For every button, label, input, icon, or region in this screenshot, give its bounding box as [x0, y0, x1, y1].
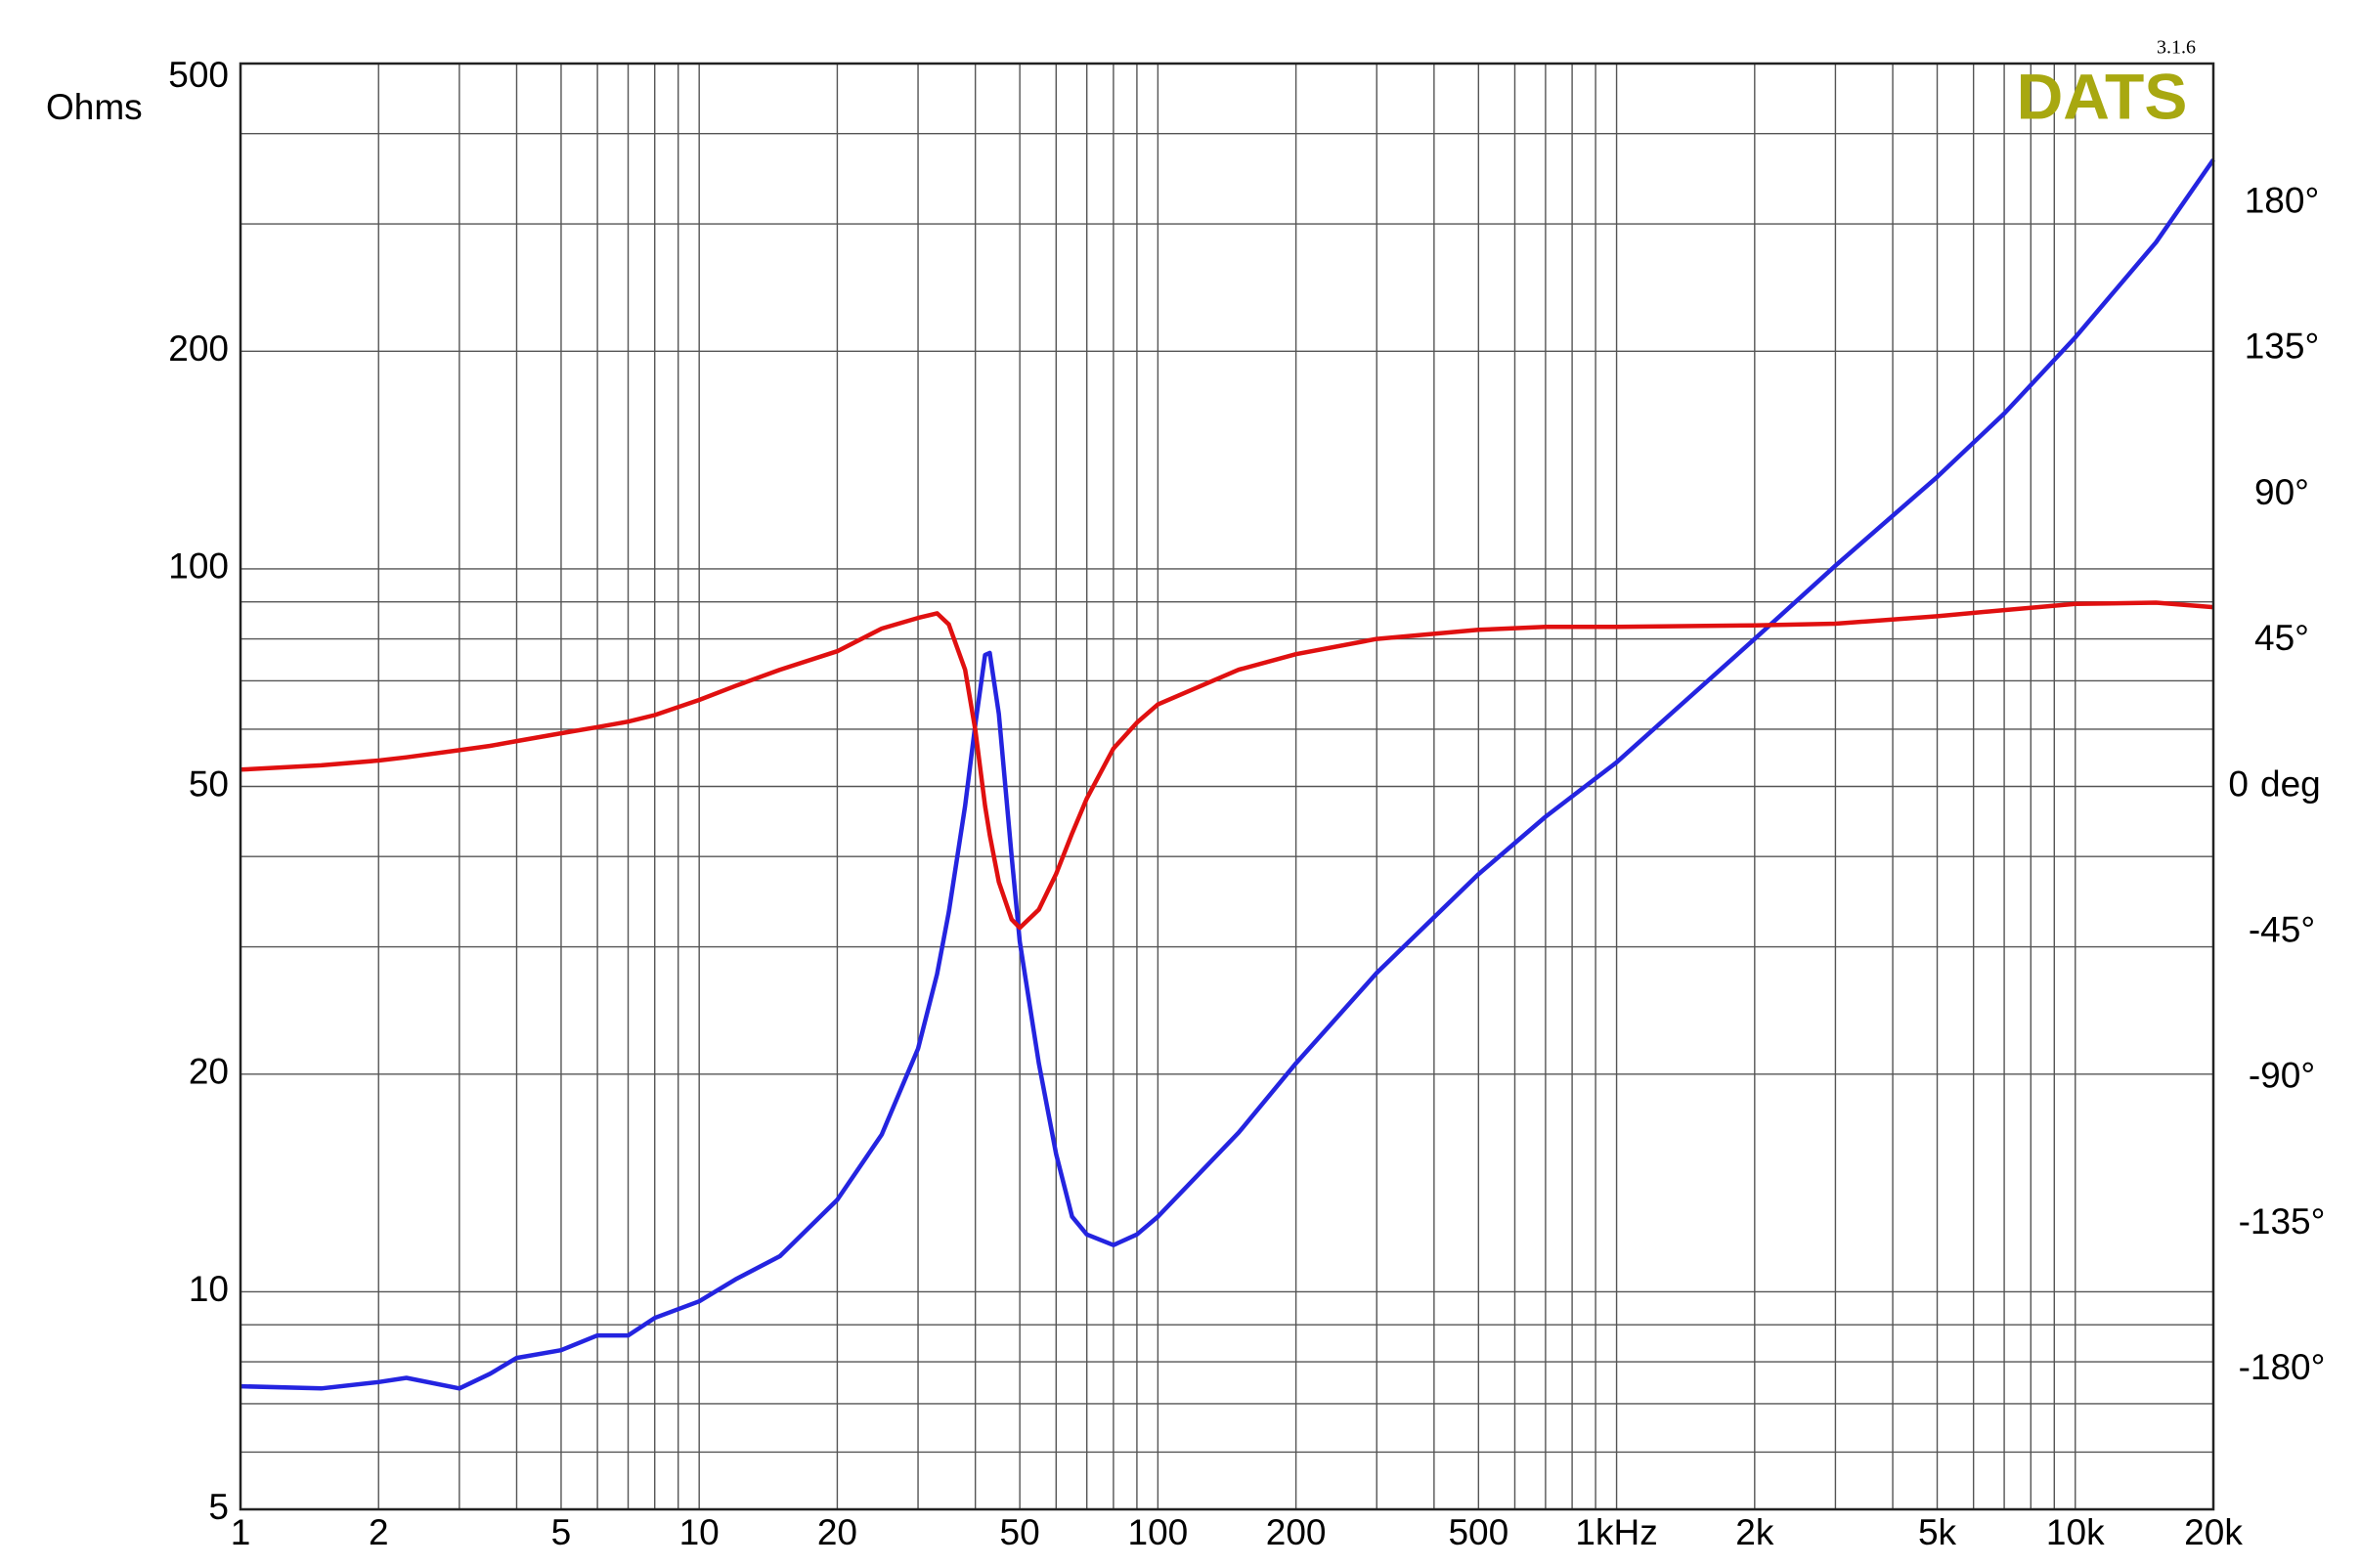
- y2-tick-label: 45°: [2254, 618, 2309, 658]
- y-tick-label: 20: [189, 1052, 229, 1092]
- y2-tick-label: 0: [2228, 763, 2249, 804]
- x-tick-label: 10: [679, 1512, 720, 1552]
- x-tick-label: 200: [1266, 1512, 1327, 1552]
- x-tick-label: 500: [1448, 1512, 1508, 1552]
- y2-tick-label: -135°: [2239, 1201, 2326, 1241]
- y-tick-label: 200: [168, 328, 229, 369]
- data-line: [240, 158, 2215, 1391]
- y2-axis-label: deg: [2260, 763, 2321, 804]
- x-tick-label: 20k: [2184, 1512, 2243, 1552]
- y-tick-label: 500: [168, 55, 229, 95]
- watermark: DATS: [2017, 60, 2188, 132]
- x-tick-label: 100: [1128, 1512, 1189, 1552]
- x-tick-label: 1: [231, 1512, 251, 1552]
- x-tick-label: 5k: [1918, 1512, 1957, 1552]
- y2-tick-label: -45°: [2249, 910, 2315, 950]
- x-tick-label: 10k: [2046, 1512, 2105, 1552]
- y2-tick-label: 90°: [2254, 472, 2309, 512]
- y-axis-label: Ohms: [46, 87, 143, 127]
- data-line: [240, 600, 2214, 931]
- x-tick-label: 20: [817, 1512, 857, 1552]
- y-tick-label: 5: [208, 1487, 229, 1527]
- version: 3.1.6: [2157, 37, 2196, 59]
- y-tick-label: 50: [189, 763, 229, 804]
- x-tick-label: 50: [1000, 1512, 1040, 1552]
- x-tick-label: 2k: [1735, 1512, 1774, 1552]
- x-tick-label: 5: [551, 1512, 572, 1552]
- x-tick-label: 2: [369, 1512, 389, 1552]
- y2-tick-label: 135°: [2245, 327, 2320, 367]
- y2-tick-label: -180°: [2239, 1347, 2326, 1387]
- y2-tick-label: -90°: [2249, 1056, 2315, 1096]
- y-tick-label: 100: [168, 546, 229, 587]
- x-tick-label: 1kHz: [1575, 1512, 1657, 1552]
- plot-frame: [239, 62, 2215, 1511]
- plot-lines: [240, 158, 2215, 1391]
- y2-tick-label: 180°: [2245, 180, 2320, 220]
- y-tick-label: 10: [189, 1269, 229, 1309]
